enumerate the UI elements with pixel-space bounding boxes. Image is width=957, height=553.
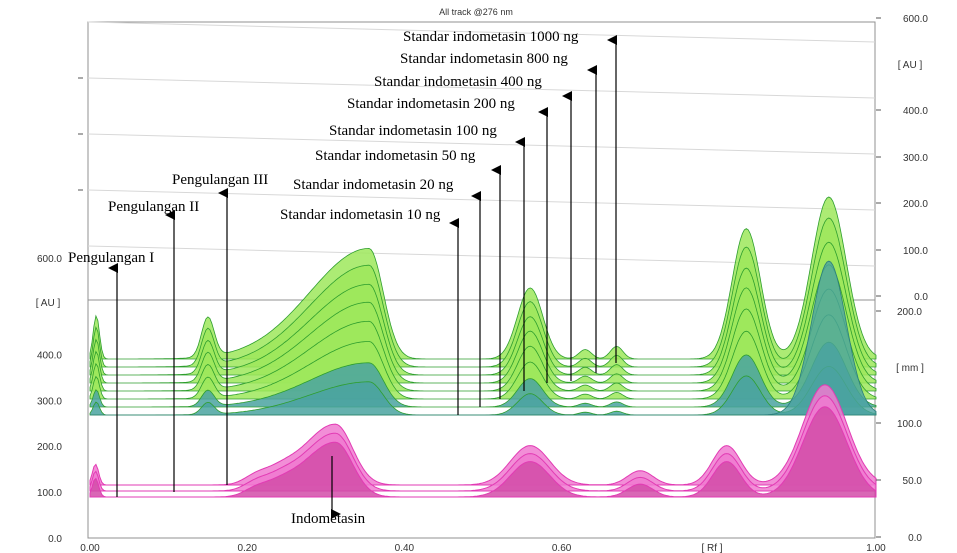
panel-gridline [87,21,876,43]
series-label: Standar indometasin 50 ng [315,148,476,164]
sample-trace [89,395,877,492]
y-right-upper-label: [ AU ] [898,60,923,71]
series-label: Pengulangan III [172,172,268,188]
standard-trace [89,314,877,400]
y-right-upper-tick: 300.0 [903,153,928,164]
series-label: Pengulangan I [68,250,154,266]
x-tick-label: 0.40 [395,543,415,553]
standard-traces [89,196,877,416]
axes: 0.00 0.20 0.40 0.60 1.00 [ Rf ] 600.0 [ AU ] 400… [36,14,929,553]
y-left-lower-tick: 200.0 [37,442,62,453]
plot-border [87,21,876,539]
x-axis-label: [ Rf ] [701,543,722,553]
series-label: Standar indometasin 200 ng [347,96,515,112]
y-left-lower-tick: 0.0 [48,534,62,545]
indometasin-label: Indometasin [291,511,366,527]
x-tick-label: 1.00 [866,543,886,553]
y-right-upper-tick: 400.0 [903,106,928,117]
panel-gridline [87,133,876,155]
y-right-lower-label: [ mm ] [896,363,924,374]
sample-traces [89,384,877,498]
y-right-upper-tick: 200.0 [903,199,928,210]
x-tick-label: 0.00 [80,543,100,553]
series-label: Standar indometasin 10 ng [280,207,441,223]
standard-trace-overlay [90,260,877,416]
sample-trace [89,406,877,498]
standard-trace [89,341,877,408]
standard-trace [89,217,877,368]
series-label: Standar indometasin 400 ng [374,74,542,90]
x-tick-label: 0.20 [237,543,257,553]
sample-trace [89,384,877,486]
panel-gridline [87,189,876,211]
y-left-upper-tick: 600.0 [37,254,62,265]
y-left-upper-label: [ AU ] [36,298,61,309]
standard-trace [89,241,877,376]
chart-title: All track @276 nm [439,7,513,17]
series-label: Pengulangan II [108,199,199,215]
y-left-lower-tick: 300.0 [37,396,62,407]
series-label: Standar indometasin 800 ng [400,51,568,67]
series-label: Standar indometasin 1000 ng [403,29,579,45]
y-right-upper-tick: 600.0 [903,14,928,25]
series-label: Standar indometasin 20 ng [293,177,454,193]
panel-gridline [87,77,876,99]
y-left-lower-tick: 400.0 [37,350,62,361]
y-right-lower-tick: 50.0 [903,476,923,487]
standard-trace [89,264,877,384]
standard-trace [89,196,877,360]
series-label: Standar indometasin 100 ng [329,123,497,139]
standard-trace [89,288,877,392]
y-right-lower-tick: 0.0 [908,533,922,544]
x-tick-label: 0.60 [552,543,572,553]
y-right-lower-tick: 200.0 [897,307,922,318]
annotations: Standar indometasin 10 ng Standar indomet… [68,29,617,527]
y-right-upper-tick: 100.0 [903,246,928,257]
y-right-lower-tick: 100.0 [897,419,922,430]
y-left-lower-tick: 100.0 [37,488,62,499]
y-right-upper-tick: 0.0 [914,292,928,303]
